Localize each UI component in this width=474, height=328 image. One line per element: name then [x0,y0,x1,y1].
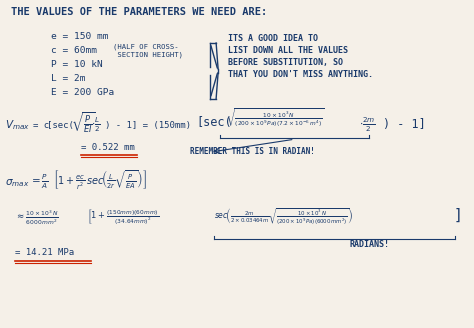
Text: e = 150 mm: e = 150 mm [51,32,109,41]
Text: [sec(: [sec( [196,116,232,129]
Text: $\cdot \frac{L}{2}$: $\cdot \frac{L}{2}$ [91,116,101,134]
Text: THE VALUES OF THE PARAMETERS WE NEED ARE:: THE VALUES OF THE PARAMETERS WE NEED ARE… [11,7,268,17]
Text: $\sqrt{\frac{P}{EI}}$: $\sqrt{\frac{P}{EI}}$ [71,111,96,135]
Text: LIST DOWN ALL THE VALUES: LIST DOWN ALL THE VALUES [228,46,348,55]
Text: (HALF OF CROSS-: (HALF OF CROSS- [113,44,178,51]
Text: $sec\!\left(\frac{2m}{2\times0.03464m}\sqrt{\frac{10\times10^3\,N}{(200\times10^: $sec\!\left(\frac{2m}{2\times0.03464m}\s… [214,206,354,227]
Text: $\sigma_{max}$: $\sigma_{max}$ [5,177,30,189]
Text: E = 200 GPa: E = 200 GPa [51,88,114,96]
Text: SECTION HEIGHT): SECTION HEIGHT) [113,52,183,58]
Text: $\approx \frac{10\times10^3\,N}{6000\,mm^2}$: $\approx \frac{10\times10^3\,N}{6000\,mm… [15,208,59,227]
Text: = 0.522 mm: = 0.522 mm [81,143,135,152]
Text: BEFORE SUBSTITUTION, SO: BEFORE SUBSTITUTION, SO [228,58,343,67]
Text: REMEMBER THIS IS IN RADIAN!: REMEMBER THIS IS IN RADIAN! [190,147,315,156]
Text: ) - 1] = (150mm): ) - 1] = (150mm) [105,121,191,130]
Text: ]: ] [455,208,460,222]
Text: RADIANS!: RADIANS! [349,240,389,249]
Text: $\left[1 + \frac{ec}{r^2}\,sec\!\left(\frac{L}{2r}\sqrt{\frac{P}{EA}}\right)\rig: $\left[1 + \frac{ec}{r^2}\,sec\!\left(\f… [53,169,147,192]
Text: $V_{max}$: $V_{max}$ [5,118,30,132]
Text: = c: = c [33,121,49,130]
Text: THAT YOU DON'T MISS ANYTHING.: THAT YOU DON'T MISS ANYTHING. [228,70,373,79]
Text: c = 60mm: c = 60mm [51,46,97,55]
Text: $\sqrt{\frac{10\times10^3\,N}{(200\times10^9\,Pa)(7.2\times10^{-6}\,m^4)}}$: $\sqrt{\frac{10\times10^3\,N}{(200\times… [226,107,325,131]
Text: ) - 1]: ) - 1] [383,118,426,131]
Text: $\cdot\frac{2m}{2}$: $\cdot\frac{2m}{2}$ [359,116,376,134]
Text: = 14.21 MPa: = 14.21 MPa [15,248,74,257]
Text: $= \frac{P}{A}$: $= \frac{P}{A}$ [29,173,49,191]
Text: L = 2m: L = 2m [51,74,86,83]
Text: P = 10 kN: P = 10 kN [51,60,103,69]
Text: [sec(: [sec( [47,121,74,130]
Text: ITS A GOOD IDEA TO: ITS A GOOD IDEA TO [228,34,318,43]
Text: $\left[1 + \frac{(150mm)(60mm)}{(34.64mm)^2}\right.$: $\left[1 + \frac{(150mm)(60mm)}{(34.64mm… [87,208,159,228]
